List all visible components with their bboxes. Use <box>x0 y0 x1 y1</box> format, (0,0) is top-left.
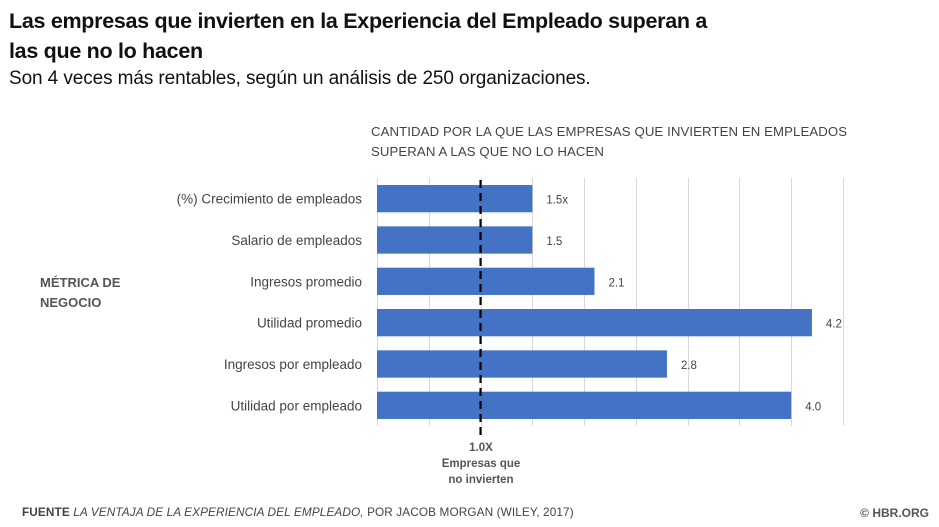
bar <box>377 226 533 254</box>
copyright: © HBR.ORG <box>860 506 929 520</box>
reference-value: 1.0X <box>469 442 493 454</box>
source-title: LA VENTAJA DE LA EXPERIENCIA DEL EMPLEAD… <box>73 505 364 519</box>
page-title: Las empresas que invierten en la Experie… <box>9 9 708 63</box>
chart-title: CANTIDAD POR LA QUE LAS EMPRESAS QUE INV… <box>371 122 861 162</box>
bar <box>377 267 595 295</box>
value-label: 1.5 <box>546 236 562 248</box>
category-label: Utilidad promedio <box>257 316 362 331</box>
grid-lines <box>377 178 844 426</box>
bar <box>377 391 792 419</box>
value-label: 2.1 <box>608 277 624 289</box>
category-label: Salario de empleados <box>231 233 362 248</box>
bars <box>377 185 812 419</box>
category-label: Ingresos promedio <box>250 274 362 289</box>
value-label: 1.5x <box>546 195 568 207</box>
value-labels: 1.5x 1.5 2.1 4.2 2.8 4.0 <box>546 195 842 414</box>
source-details: POR JACOB MORGAN (WILEY, 2017) <box>367 505 574 519</box>
bar <box>377 185 533 213</box>
category-label: Ingresos por empleado <box>224 357 362 372</box>
reference-line-label: 1.0X Empresas que no invierten <box>426 440 536 488</box>
value-label: 2.8 <box>681 360 697 372</box>
source-note: FUENTE LA VENTAJA DE LA EXPERIENCIA DEL … <box>22 505 574 519</box>
category-labels: (%) Crecimiento de empleados Salario de e… <box>177 192 363 414</box>
bar <box>377 350 667 378</box>
chart-title-text: CANTIDAD POR LA QUE LAS EMPRESAS QUE INV… <box>371 124 848 159</box>
page-subtitle: Son 4 veces más rentables, según un anál… <box>9 68 591 89</box>
reference-description: Empresas que no invierten <box>441 458 521 486</box>
value-label: 4.2 <box>826 319 842 331</box>
category-label: (%) Crecimiento de empleados <box>177 192 363 207</box>
source-prefix: FUENTE <box>22 505 70 519</box>
y-axis-title: MÉTRICA DE NEGOCIO <box>40 273 140 313</box>
category-label: Utilidad por empleado <box>231 398 362 413</box>
value-label: 4.0 <box>805 401 821 413</box>
y-axis-title-text: MÉTRICA DE NEGOCIO <box>40 275 121 310</box>
bar <box>377 309 812 337</box>
